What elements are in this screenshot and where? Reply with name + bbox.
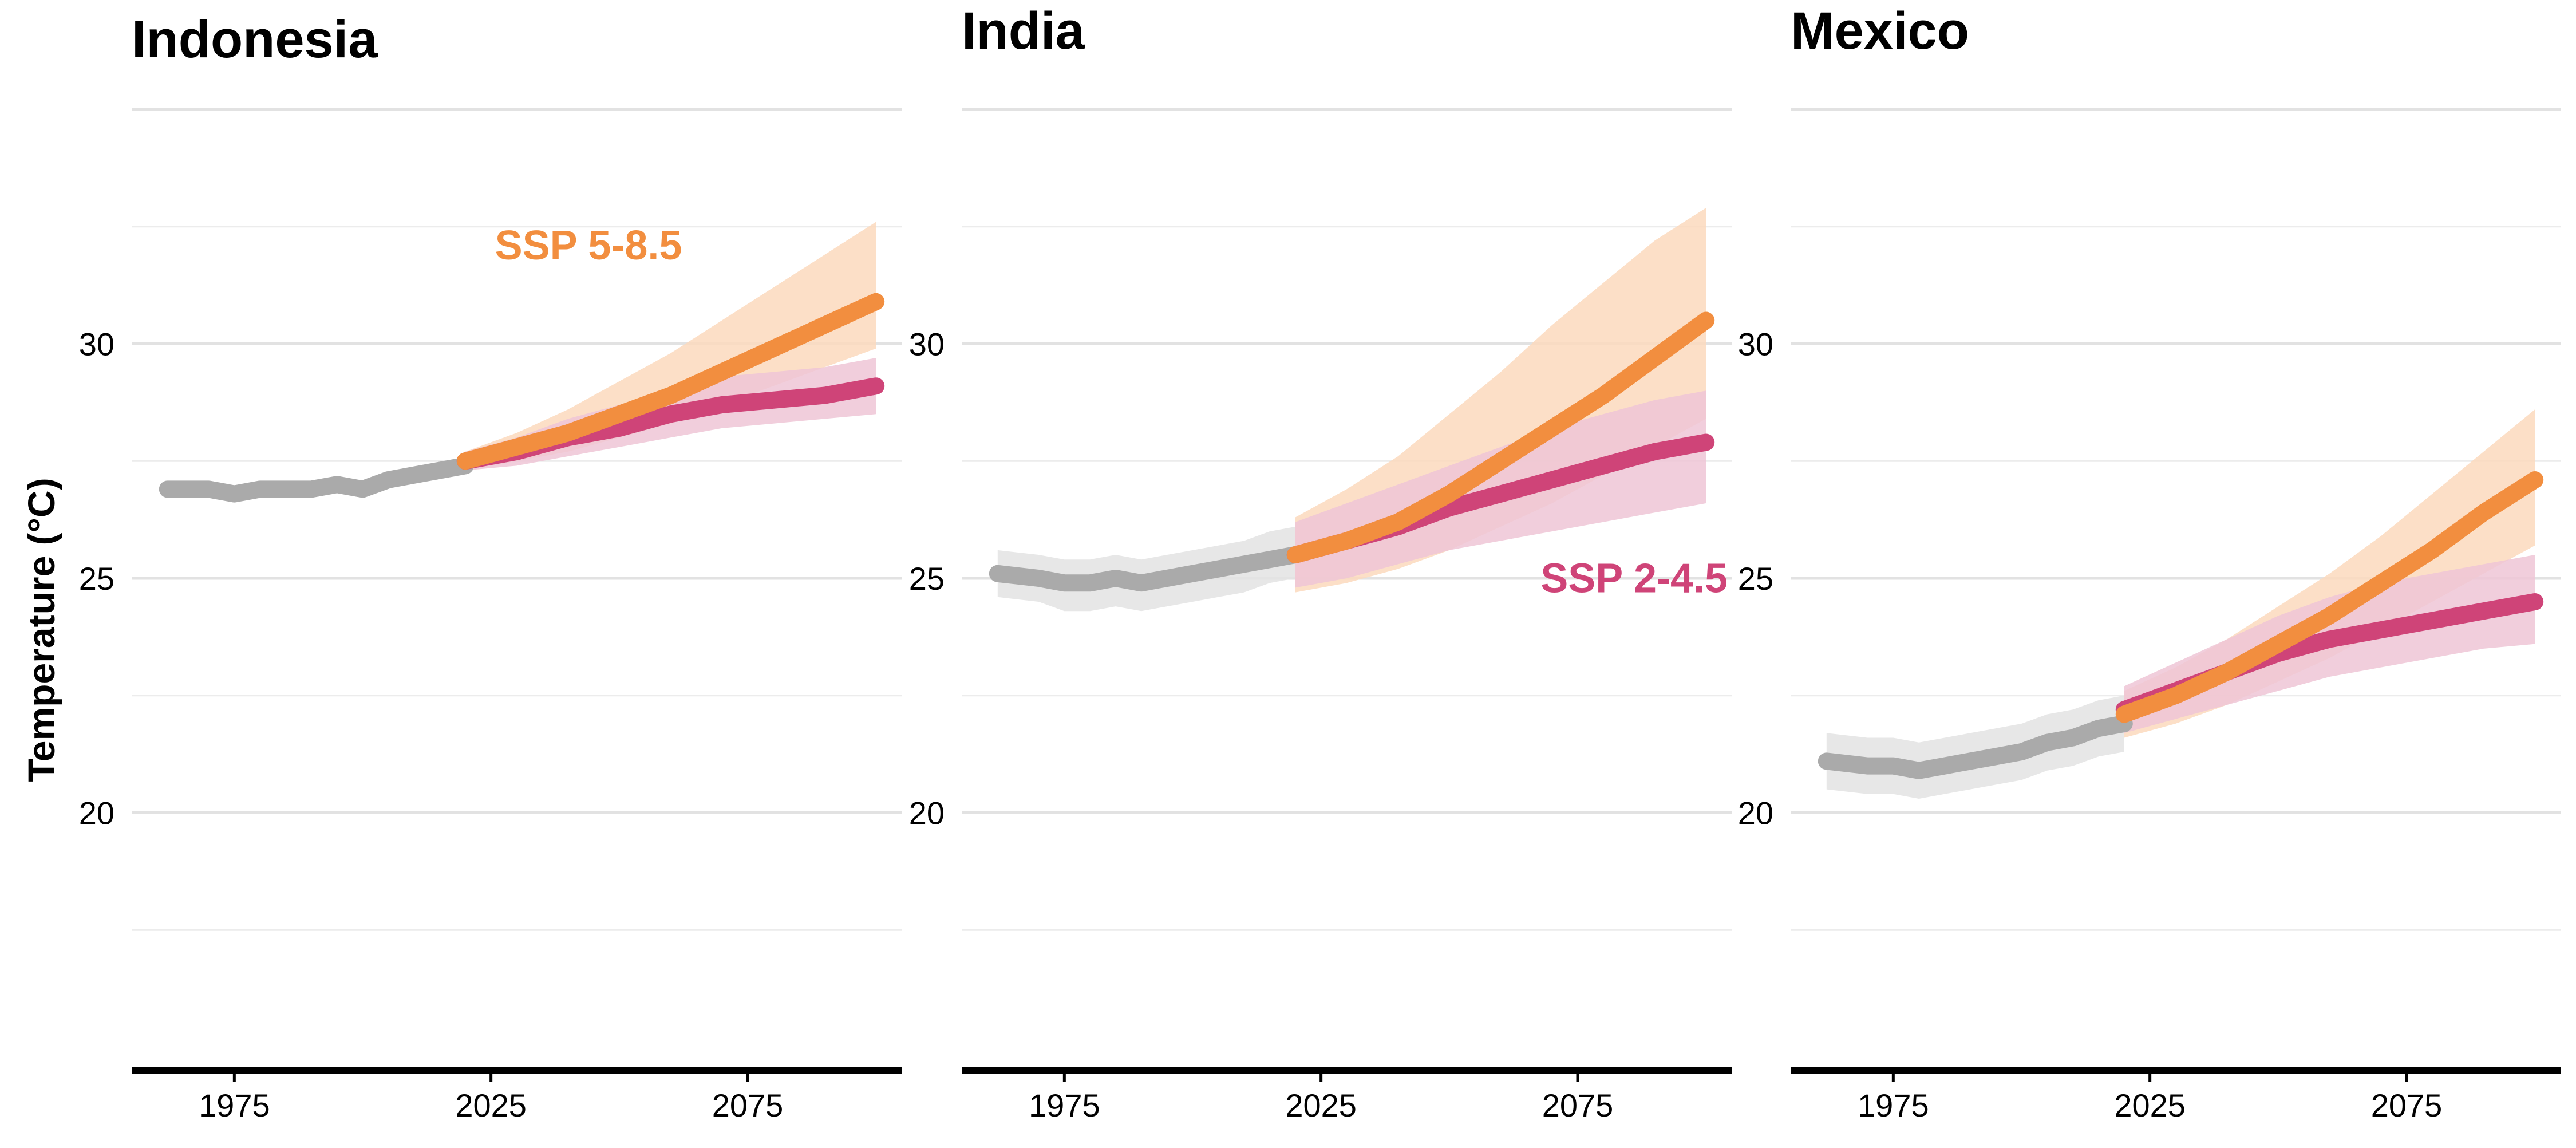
y-tick-label: 20	[79, 795, 114, 831]
x-tick-label: 1975	[1029, 1087, 1100, 1123]
historical-band	[1826, 695, 2124, 799]
y-tick-label: 30	[909, 326, 945, 362]
y-axis-label: Temperature (°C)	[20, 478, 62, 782]
ssp585-label: SSP 5-8.5	[495, 223, 682, 269]
historical-line	[1818, 715, 2133, 779]
x-tick-label: 1975	[1858, 1087, 1929, 1123]
panel-title: Mexico	[1791, 2, 1969, 60]
x-tick-label: 2025	[455, 1087, 527, 1123]
historical-line	[159, 457, 474, 503]
x-tick-label: 2025	[1285, 1087, 1357, 1123]
panel-title: Indonesia	[132, 10, 378, 69]
historical-line	[989, 546, 1304, 592]
ssp585-line	[1286, 311, 1715, 563]
x-tick-label: 2075	[1542, 1087, 1614, 1123]
x-tick-label: 1975	[199, 1087, 270, 1123]
y-tick-label: 30	[1738, 326, 1773, 362]
y-tick-label: 30	[79, 326, 114, 362]
y-tick-label: 20	[909, 795, 945, 831]
ssp585-line	[2115, 471, 2544, 723]
x-tick-label: 2075	[2371, 1087, 2443, 1123]
y-tick-label: 20	[1738, 795, 1773, 831]
x-tick-label: 2025	[2114, 1087, 2186, 1123]
panel-title: India	[962, 2, 1085, 60]
y-tick-label: 25	[909, 561, 945, 597]
ssp245-label: SSP 2-4.5	[1540, 556, 1728, 602]
ssp585-line	[456, 293, 885, 470]
y-tick-label: 25	[79, 561, 114, 597]
y-tick-label: 25	[1738, 561, 1773, 597]
x-tick-label: 2075	[712, 1087, 784, 1123]
